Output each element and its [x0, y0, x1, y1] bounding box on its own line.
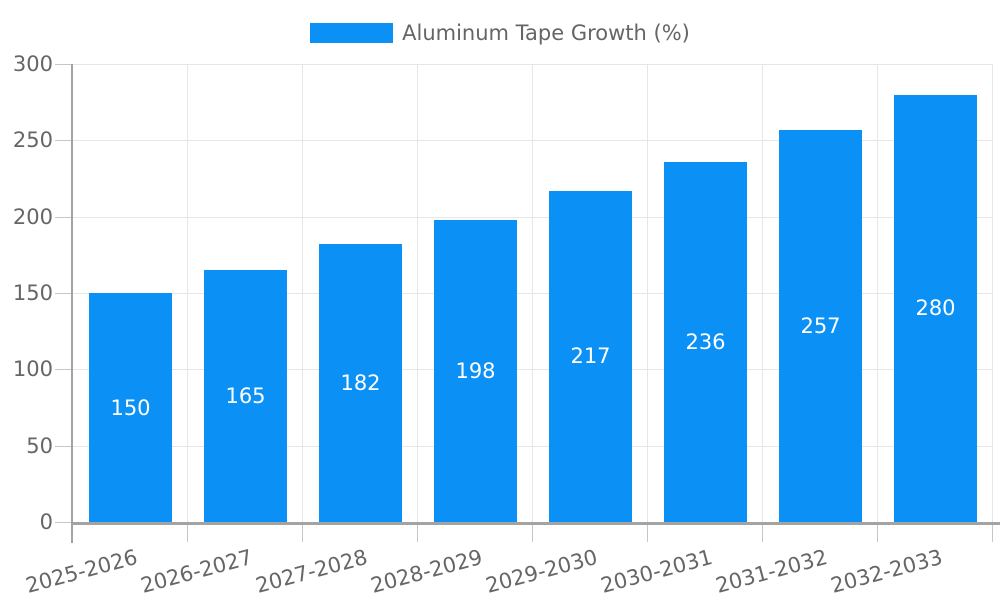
x-axis-line: [71, 522, 1000, 525]
y-axis-line: [71, 64, 73, 543]
y-tick-label: 150: [12, 281, 53, 305]
bar[interactable]: [779, 130, 862, 522]
bar-value-label: 257: [800, 314, 841, 338]
legend-label: Aluminum Tape Growth (%): [402, 21, 690, 45]
gridline-vertical: [762, 64, 763, 522]
bar-value-label: 217: [570, 344, 611, 368]
x-tick-label: 2031-2032: [712, 544, 830, 598]
legend[interactable]: Aluminum Tape Growth (%): [0, 20, 1000, 46]
y-tick-label: 200: [12, 205, 53, 229]
x-tick-mark: [187, 525, 188, 542]
bar-value-label: 165: [225, 384, 266, 408]
gridline-vertical: [187, 64, 188, 522]
bar[interactable]: [89, 293, 172, 522]
gridline-vertical: [417, 64, 418, 522]
x-tick-label: 2030-2031: [597, 544, 715, 598]
y-tick-mark: [55, 140, 73, 141]
legend-swatch: [310, 23, 394, 43]
y-tick-mark: [55, 217, 73, 218]
x-tick-label: 2026-2027: [137, 544, 255, 598]
x-tick-label: 2027-2028: [252, 544, 370, 598]
gridline-vertical: [992, 64, 993, 522]
bar-value-label: 182: [340, 371, 381, 395]
y-tick-label: 50: [26, 434, 53, 458]
gridline-horizontal: [73, 64, 993, 65]
x-tick-label: 2025-2026: [22, 544, 140, 598]
x-tick-mark: [532, 525, 533, 542]
bar[interactable]: [434, 220, 517, 522]
x-tick-mark: [992, 525, 993, 542]
gridline-vertical: [877, 64, 878, 522]
bar-value-label: 236: [685, 330, 726, 354]
bar-value-label: 198: [455, 359, 496, 383]
bar[interactable]: [319, 244, 402, 522]
gridline-horizontal: [73, 217, 993, 218]
x-tick-mark: [762, 525, 763, 542]
gridline-vertical: [532, 64, 533, 522]
bar[interactable]: [549, 191, 632, 522]
gridline-vertical: [647, 64, 648, 522]
y-tick-mark: [55, 446, 73, 447]
y-tick-mark: [55, 64, 73, 65]
bar-value-label: 150: [110, 396, 151, 420]
gridline-horizontal: [73, 140, 993, 141]
bar[interactable]: [204, 270, 287, 522]
y-tick-label: 100: [12, 357, 53, 381]
y-tick-label: 0: [39, 510, 53, 534]
gridline-vertical: [302, 64, 303, 522]
x-tick-mark: [647, 525, 648, 542]
bar-value-label: 280: [915, 296, 956, 320]
y-tick-mark: [55, 369, 73, 370]
x-tick-label: 2028-2029: [367, 544, 485, 598]
bar[interactable]: [894, 95, 977, 522]
x-tick-mark: [877, 525, 878, 542]
y-tick-label: 300: [12, 52, 53, 76]
x-tick-mark: [417, 525, 418, 542]
bar[interactable]: [664, 162, 747, 522]
gridline-horizontal: [73, 369, 993, 370]
x-tick-mark: [302, 525, 303, 542]
x-tick-label: 2032-2033: [827, 544, 945, 598]
gridline-horizontal: [73, 446, 993, 447]
y-tick-label: 250: [12, 128, 53, 152]
y-tick-mark: [55, 522, 73, 523]
y-tick-mark: [55, 293, 73, 294]
x-tick-label: 2029-2030: [482, 544, 600, 598]
gridline-horizontal: [73, 293, 993, 294]
